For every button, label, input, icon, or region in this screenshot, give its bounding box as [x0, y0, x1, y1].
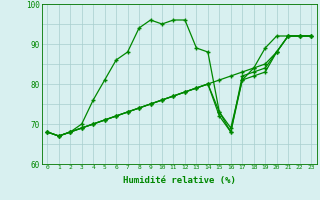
X-axis label: Humidité relative (%): Humidité relative (%): [123, 176, 236, 185]
